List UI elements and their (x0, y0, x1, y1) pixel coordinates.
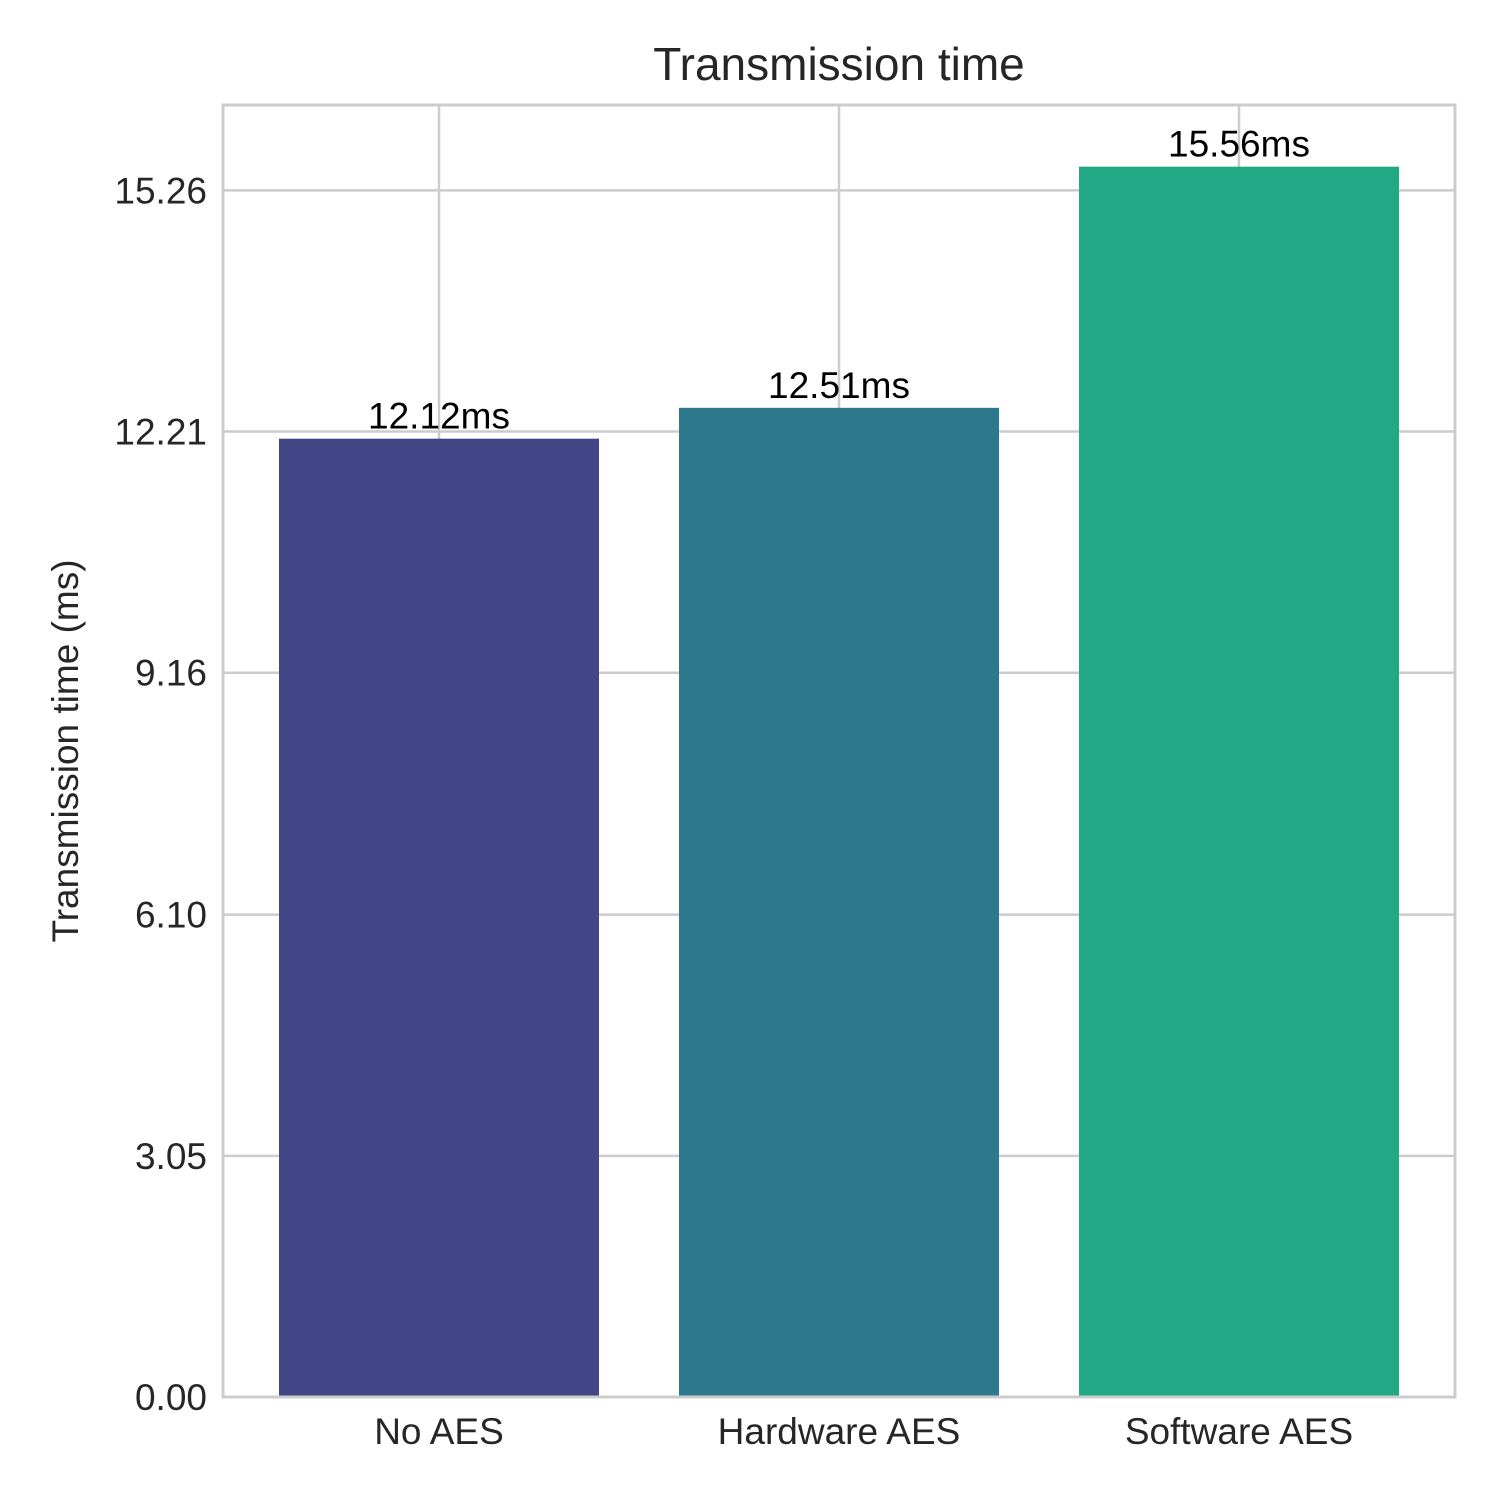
y-tick-label: 0.00 (135, 1377, 207, 1418)
y-tick-label: 12.21 (114, 412, 207, 453)
chart-title: Transmission time (653, 38, 1024, 90)
bar-value-label: 12.51ms (768, 365, 910, 406)
plot-frame (221, 103, 1457, 1399)
y-tick-label: 15.26 (114, 170, 207, 211)
y-tick-label: 9.16 (135, 653, 207, 694)
bar-value-label: 12.12ms (368, 396, 510, 437)
bars (279, 166, 1399, 1397)
bar (1079, 166, 1399, 1397)
value-labels: 12.12ms 12.51ms 15.56ms (368, 124, 1310, 437)
y-tick-label: 6.10 (135, 895, 207, 936)
y-tick-label: 3.05 (135, 1136, 207, 1177)
bar (279, 438, 599, 1397)
x-tick-label: Software AES (1125, 1411, 1353, 1452)
bar-value-label: 15.56ms (1168, 124, 1310, 165)
ticks: 0.00 3.05 6.10 9.16 12.21 15.26 No AES Hardware… (114, 170, 1353, 1452)
x-tick-label: Hardware AES (718, 1411, 961, 1452)
y-axis-label: Transmission time (ms) (45, 559, 86, 942)
bar (679, 407, 999, 1397)
x-tick-label: No AES (374, 1411, 504, 1452)
